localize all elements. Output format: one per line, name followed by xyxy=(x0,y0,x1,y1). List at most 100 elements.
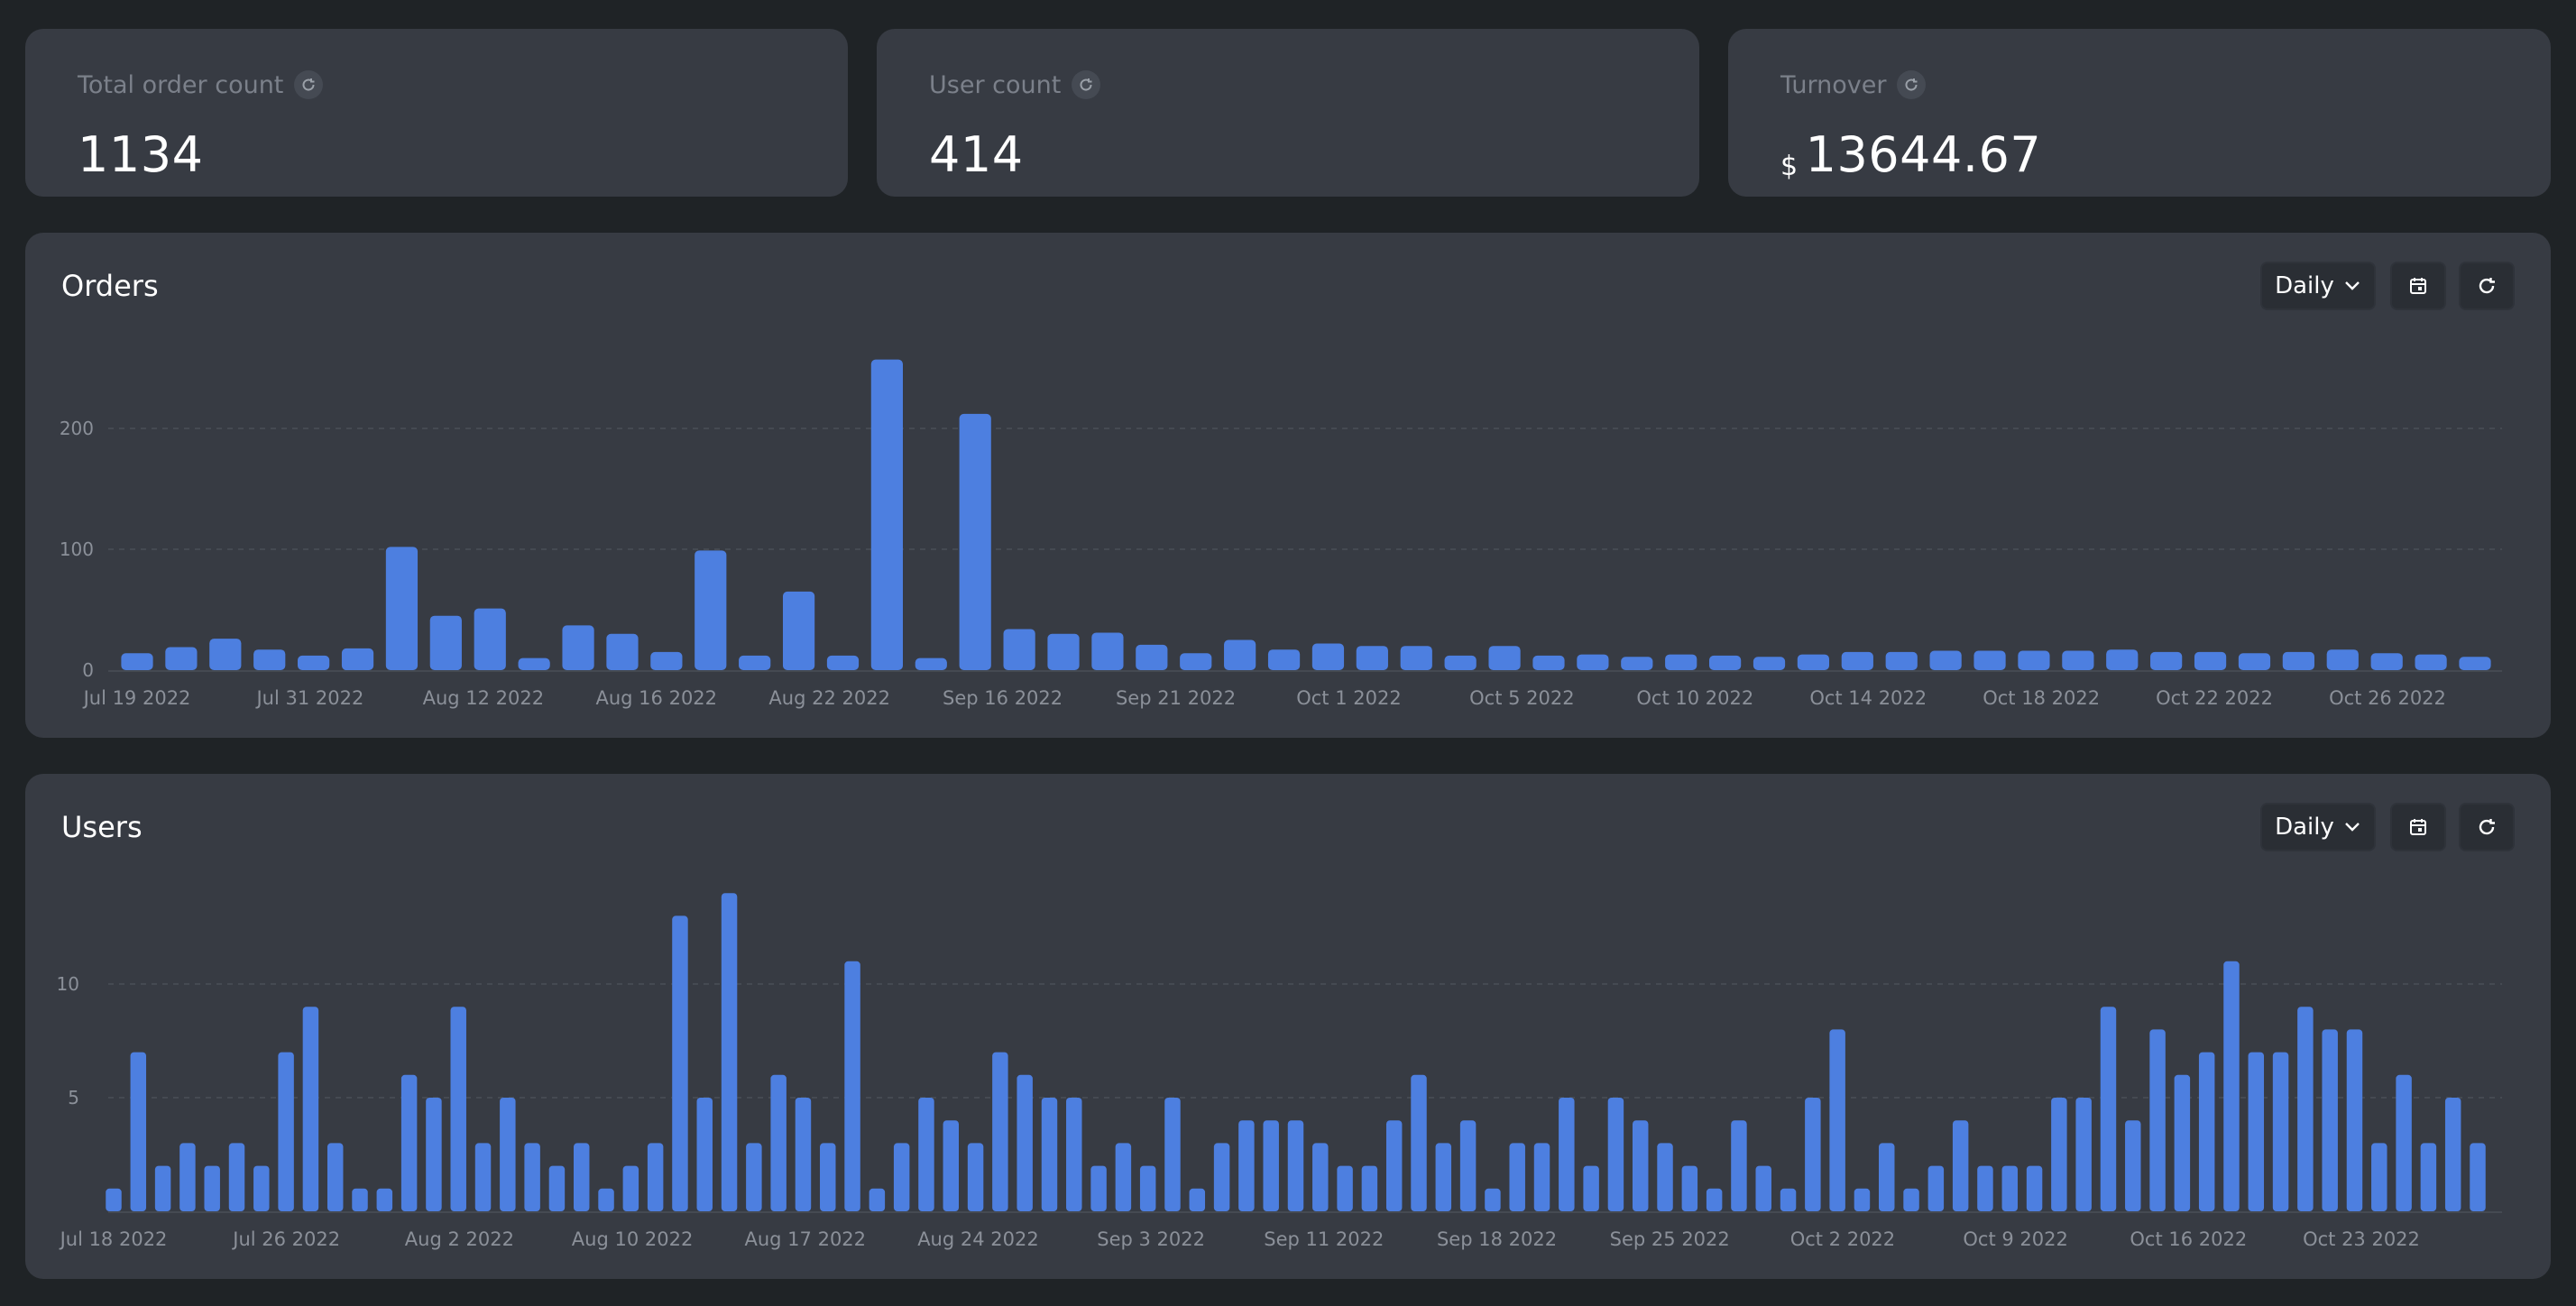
bar[interactable] xyxy=(548,1165,566,1211)
bar[interactable] xyxy=(967,1143,984,1211)
bar[interactable] xyxy=(2100,1007,2117,1211)
bar[interactable] xyxy=(2194,651,2227,670)
bar[interactable] xyxy=(474,1143,492,1211)
bar[interactable] xyxy=(429,615,462,670)
bar[interactable] xyxy=(1879,1143,1895,1211)
bar[interactable] xyxy=(400,1074,418,1211)
bar[interactable] xyxy=(1952,1120,1969,1211)
bar[interactable] xyxy=(426,1098,442,1211)
refresh-icon[interactable] xyxy=(294,70,324,99)
bar[interactable] xyxy=(1706,1188,1723,1211)
bar[interactable] xyxy=(1435,1143,1452,1211)
bar[interactable] xyxy=(121,653,153,670)
bar[interactable] xyxy=(1903,1188,1919,1211)
bar[interactable] xyxy=(820,1143,836,1211)
bar[interactable] xyxy=(2470,1143,2486,1211)
bar[interactable] xyxy=(2282,651,2314,670)
bar[interactable] xyxy=(2125,1120,2141,1211)
bar[interactable] xyxy=(209,639,242,670)
refresh-icon[interactable] xyxy=(1072,70,1101,99)
bar[interactable] xyxy=(1312,1143,1329,1211)
bar[interactable] xyxy=(1115,1143,1132,1211)
bar[interactable] xyxy=(869,1188,886,1211)
calendar-button[interactable] xyxy=(2390,262,2446,310)
bar[interactable] xyxy=(1755,1165,1771,1211)
bar[interactable] xyxy=(2051,1098,2067,1211)
bar[interactable] xyxy=(2420,1143,2437,1211)
bar[interactable] xyxy=(2272,1052,2289,1211)
bar[interactable] xyxy=(992,1052,1008,1211)
bar[interactable] xyxy=(1973,650,2006,670)
bar[interactable] xyxy=(106,1188,122,1211)
bar[interactable] xyxy=(959,413,991,670)
bar[interactable] xyxy=(943,1120,960,1211)
bar[interactable] xyxy=(2026,1165,2043,1211)
bar[interactable] xyxy=(795,1098,812,1211)
bar[interactable] xyxy=(1238,1120,1255,1211)
bar[interactable] xyxy=(1731,1120,1747,1211)
bar[interactable] xyxy=(2149,1029,2166,1211)
bar[interactable] xyxy=(341,648,374,670)
bar[interactable] xyxy=(915,658,947,670)
bar[interactable] xyxy=(1459,1120,1477,1211)
bar[interactable] xyxy=(2396,1074,2412,1211)
bar[interactable] xyxy=(1047,633,1080,670)
bar[interactable] xyxy=(2062,650,2094,670)
bar[interactable] xyxy=(1977,1165,1993,1211)
bar[interactable] xyxy=(1356,646,1388,670)
bar[interactable] xyxy=(1805,1098,1821,1211)
bar[interactable] xyxy=(1621,657,1653,670)
bar[interactable] xyxy=(650,651,683,670)
bar[interactable] xyxy=(562,625,594,670)
bar[interactable] xyxy=(1066,1098,1082,1211)
bar[interactable] xyxy=(1927,1165,1945,1211)
bar[interactable] xyxy=(352,1188,368,1211)
bar[interactable] xyxy=(1681,1165,1698,1211)
bar[interactable] xyxy=(1841,651,1873,670)
bar[interactable] xyxy=(1657,1143,1673,1211)
bar[interactable] xyxy=(844,961,860,1211)
bar[interactable] xyxy=(2297,1007,2314,1211)
calendar-button[interactable] xyxy=(2390,803,2446,851)
bar[interactable] xyxy=(598,1188,614,1211)
bar[interactable] xyxy=(893,1143,910,1211)
bar[interactable] xyxy=(2444,1098,2461,1211)
bar[interactable] xyxy=(721,893,738,1211)
bar[interactable] xyxy=(1189,1188,1206,1211)
bar[interactable] xyxy=(278,1052,294,1211)
bar[interactable] xyxy=(2174,1074,2191,1211)
bar[interactable] xyxy=(1632,1120,1649,1211)
bar[interactable] xyxy=(1929,650,1962,670)
bar[interactable] xyxy=(1224,639,1256,671)
bar[interactable] xyxy=(782,591,815,670)
bar[interactable] xyxy=(1577,654,1609,670)
bar[interactable] xyxy=(1854,1188,1871,1211)
bar[interactable] xyxy=(574,1143,590,1211)
bar[interactable] xyxy=(1708,655,1742,670)
bar[interactable] xyxy=(2018,650,2050,670)
bar[interactable] xyxy=(154,1165,171,1211)
bar[interactable] xyxy=(1267,649,1301,670)
bar[interactable] xyxy=(647,1143,664,1211)
bar[interactable] xyxy=(253,1165,270,1211)
bar[interactable] xyxy=(1885,651,1918,670)
bar[interactable] xyxy=(1311,643,1345,670)
bar[interactable] xyxy=(1041,1098,1058,1211)
bar[interactable] xyxy=(1139,1165,1156,1211)
bar[interactable] xyxy=(1287,1120,1304,1211)
bar[interactable] xyxy=(1509,1143,1525,1211)
bar[interactable] xyxy=(2248,1052,2265,1211)
bar[interactable] xyxy=(1533,1143,1550,1211)
bar[interactable] xyxy=(1361,1165,1378,1211)
bar[interactable] xyxy=(228,1143,245,1211)
bar[interactable] xyxy=(2459,657,2491,670)
bar[interactable] xyxy=(524,1143,540,1211)
refresh-button[interactable] xyxy=(2459,262,2515,310)
bar[interactable] xyxy=(2326,649,2359,670)
bar[interactable] xyxy=(385,547,419,670)
bar[interactable] xyxy=(826,655,860,670)
bar[interactable] xyxy=(2238,653,2271,670)
bar[interactable] xyxy=(450,1007,466,1211)
bar[interactable] xyxy=(1091,632,1124,670)
period-select[interactable]: Daily xyxy=(2260,803,2376,851)
